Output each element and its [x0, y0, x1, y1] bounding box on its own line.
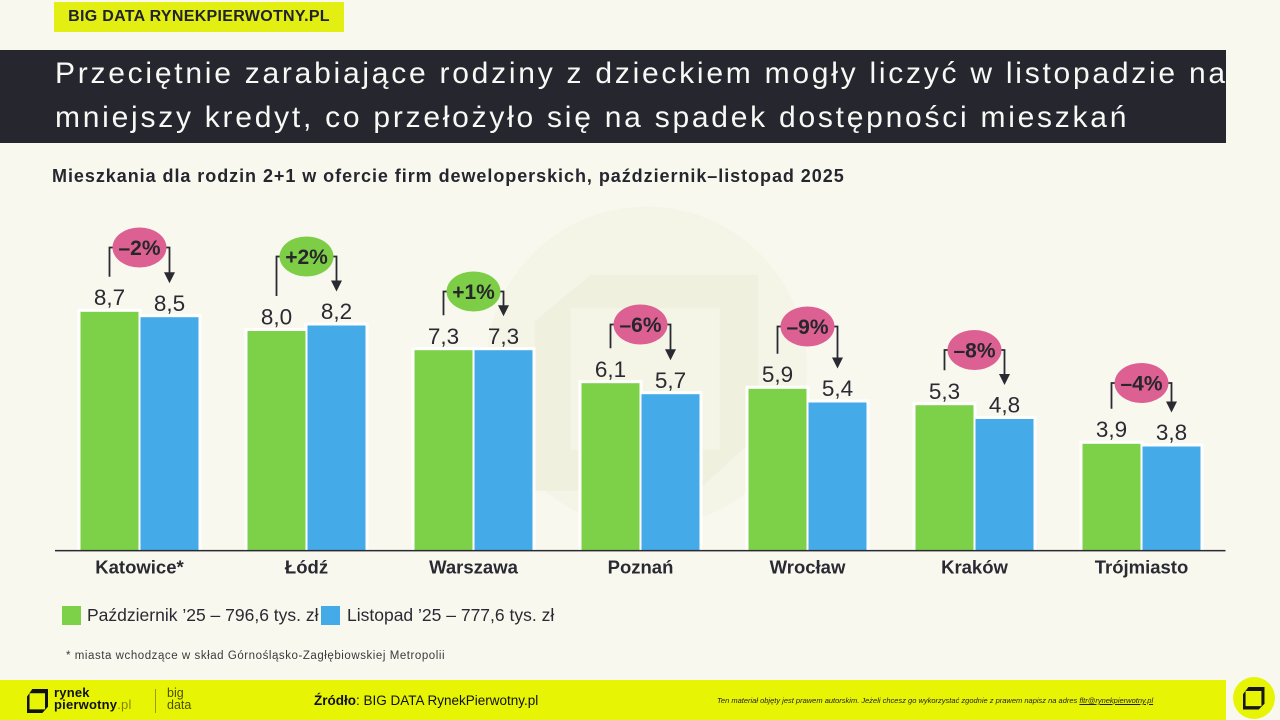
svg-text:Wrocław: Wrocław: [770, 557, 846, 578]
svg-text:4,8: 4,8: [989, 393, 1020, 418]
svg-text:8,0: 8,0: [261, 305, 292, 330]
svg-text:–6%: –6%: [619, 314, 661, 337]
svg-text:5,9: 5,9: [762, 362, 793, 387]
svg-text:Warszawa: Warszawa: [429, 557, 518, 578]
svg-text:Poznań: Poznań: [608, 557, 674, 578]
svg-text:Katowice*: Katowice*: [95, 557, 184, 578]
svg-text:8,5: 8,5: [154, 291, 185, 316]
svg-text:5,7: 5,7: [655, 368, 686, 393]
svg-text:8,2: 8,2: [321, 299, 352, 324]
svg-text:+2%: +2%: [285, 246, 328, 269]
svg-text:Łódź: Łódź: [285, 557, 328, 578]
svg-text:3,8: 3,8: [1156, 420, 1187, 445]
svg-text:–8%: –8%: [953, 340, 995, 363]
svg-text:6,1: 6,1: [595, 357, 626, 382]
svg-text:5,3: 5,3: [929, 379, 960, 404]
svg-text:–9%: –9%: [786, 316, 828, 339]
svg-text:7,3: 7,3: [488, 324, 519, 349]
svg-text:+1%: +1%: [452, 281, 495, 304]
svg-text:3,9: 3,9: [1096, 417, 1127, 442]
svg-text:7,3: 7,3: [428, 324, 459, 349]
svg-text:–4%: –4%: [1120, 373, 1162, 396]
svg-text:8,7: 8,7: [94, 285, 125, 310]
svg-text:5,4: 5,4: [822, 376, 853, 401]
svg-text:Kraków: Kraków: [941, 557, 1008, 578]
svg-text:Trójmiasto: Trójmiasto: [1095, 557, 1189, 578]
svg-text:–2%: –2%: [118, 237, 160, 260]
